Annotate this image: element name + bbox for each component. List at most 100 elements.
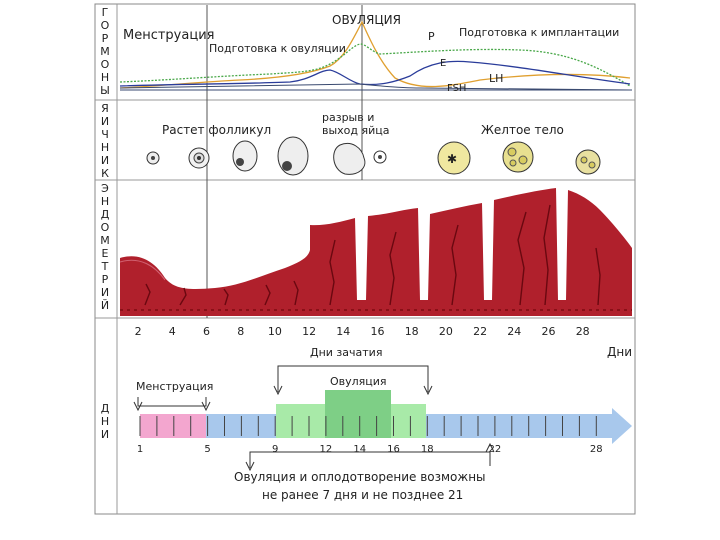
label-prep-ovulation: Подготовка к овуляции — [209, 42, 346, 55]
side-letter: О — [101, 221, 110, 234]
day-tick-label: 2 — [135, 325, 142, 338]
label-follicle-growth: Растет фолликул — [162, 123, 271, 137]
label-corpus-luteum: Желтое тело — [481, 123, 564, 137]
footnote-line2: не ранее 7 дня и не позднее 21 — [262, 488, 463, 502]
side-letter: М — [100, 45, 110, 58]
possibility-arrow-right — [485, 442, 495, 453]
follicle-stage-2 — [188, 147, 210, 169]
diagram-frame — [94, 3, 636, 515]
day-tick-label: 18 — [405, 325, 419, 338]
days-panel: Дни зачатия Менструация Овуляция 1 5 9 12 14… — [133, 346, 632, 502]
day-tick-label: 22 — [473, 325, 487, 338]
side-letter: И — [101, 115, 109, 128]
menstruation-bracket — [137, 397, 207, 407]
day-tick-label: 26 — [542, 325, 556, 338]
label-curve-fsh: FSH — [447, 83, 466, 94]
day-tick-label: 28 — [576, 325, 590, 338]
endometrium-panel — [119, 188, 632, 316]
endometrium-tissue — [120, 188, 632, 316]
side-letter: И — [101, 154, 109, 167]
ovulation-segment — [325, 390, 391, 438]
day-bar-number: 16 — [387, 444, 400, 455]
side-letter: Д — [101, 402, 110, 415]
curve-lh — [119, 20, 631, 89]
corpus-luteum-stage-2 — [502, 141, 534, 173]
curve-fsh — [119, 83, 631, 91]
follicle-stage-3 — [232, 140, 258, 172]
side-letter: И — [101, 286, 109, 299]
possibility-arrow-left — [245, 461, 255, 472]
svg-text:✱: ✱ — [447, 152, 457, 166]
possibility-bracket — [249, 451, 491, 468]
day-bar-number: 14 — [353, 444, 366, 455]
conception-arrow-left — [273, 385, 283, 396]
side-letter: Й — [101, 299, 109, 312]
day-bar-numbers: 1 5 9 12 14 16 18 22 28 — [137, 444, 603, 455]
side-letter: Н — [101, 415, 109, 428]
menstruation-segment — [140, 414, 206, 438]
side-letter: Я — [101, 102, 109, 115]
side-letter: М — [100, 234, 110, 247]
side-letter: Э — [101, 182, 109, 195]
side-letter: Р — [102, 273, 109, 286]
label-curve-lh: LH — [489, 72, 503, 85]
side-letter: Е — [102, 247, 109, 260]
label-ovulation-days: Овуляция — [330, 375, 387, 388]
day-tick-label: 24 — [507, 325, 521, 338]
day-bar-number: 9 — [272, 444, 278, 455]
hormone-panel: Менструация ОВУЛЯЦИЯ Подготовка к овуляц… — [119, 5, 632, 318]
menstruation-arrow-left — [133, 401, 143, 412]
follicle-stage-4 — [277, 136, 309, 176]
endometrium-vessels — [144, 204, 601, 306]
label-curve-p: P — [428, 30, 435, 43]
conception-arrow-right — [423, 385, 433, 396]
day-bar-number: 12 — [320, 444, 333, 455]
day-tick-label: 4 — [169, 325, 176, 338]
side-letter: К — [101, 167, 109, 180]
side-letter: Р — [102, 32, 109, 45]
label-rupture-line1: разрыв и — [322, 111, 374, 124]
side-label-days: ДНИ — [101, 402, 110, 441]
footnote-line1: Овуляция и оплодотворение возможны — [234, 470, 486, 484]
side-letter: Н — [101, 71, 109, 84]
day-tick-label: 12 — [302, 325, 316, 338]
day-bar-number: 22 — [489, 444, 502, 455]
corpus-luteum-stage-1: ✱ — [437, 141, 471, 175]
side-letter: Г — [102, 6, 109, 19]
endometrium-surface — [119, 259, 166, 281]
day-bar-number: 5 — [204, 444, 210, 455]
curve-p — [119, 43, 631, 87]
side-letter: О — [101, 19, 110, 32]
days-axis-label: Дни — [607, 345, 632, 359]
label-menstruation-days: Менструация — [136, 380, 213, 393]
day-tick-label: 10 — [268, 325, 282, 338]
side-letter: О — [101, 58, 110, 71]
conception-bracket — [277, 365, 429, 392]
side-letter: И — [101, 428, 109, 441]
day-bar-number: 1 — [137, 444, 143, 455]
menstruation-arrow-right — [201, 401, 211, 412]
side-letter: Н — [101, 141, 109, 154]
label-prep-implantation: Подготовка к имплантации — [459, 26, 619, 39]
label-rupture-line2: выход яйца — [322, 124, 390, 137]
ovary-panel: Растет фолликул разрыв и выход яйца Желт… — [146, 111, 601, 176]
days-axis: 2 4 6 8 10 12 14 16 18 20 22 24 26 28 — [135, 325, 590, 338]
day-bar-number: 18 — [421, 444, 434, 455]
side-letter: Т — [101, 260, 109, 273]
day-tick-label: 16 — [371, 325, 385, 338]
day-tick-label: 20 — [439, 325, 453, 338]
follicle-stage-1 — [146, 151, 160, 165]
label-ovulation: ОВУЛЯЦИЯ — [332, 13, 401, 27]
label-conception-days: Дни зачатия — [310, 346, 382, 359]
day-tick-label: 8 — [237, 325, 244, 338]
label-curve-e: E — [440, 58, 446, 69]
corpus-luteum-stage-3 — [575, 149, 601, 175]
label-menstruation-hormones: Менструация — [123, 28, 214, 43]
side-letter: Н — [101, 195, 109, 208]
side-letter: Д — [101, 208, 110, 221]
ovulation-rupture — [333, 143, 387, 175]
day-bar-number: 28 — [590, 444, 603, 455]
